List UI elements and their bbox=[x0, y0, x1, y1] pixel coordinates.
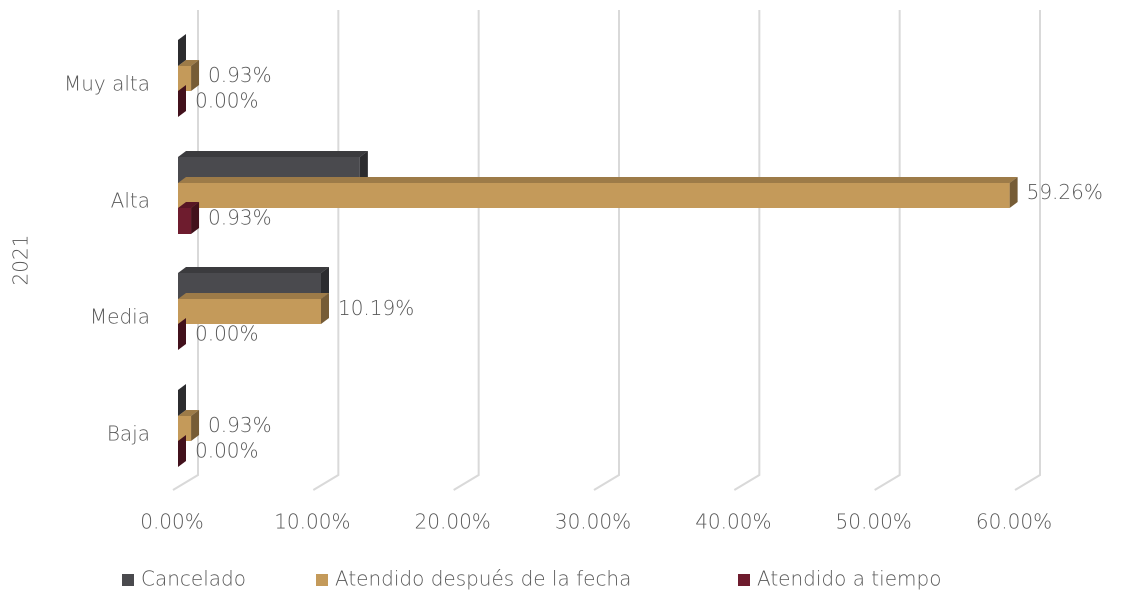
bar bbox=[178, 66, 192, 91]
category-label: Alta bbox=[111, 189, 150, 213]
bar-side bbox=[178, 435, 186, 467]
data-label: 0.93% bbox=[208, 206, 272, 230]
x-tick-label: 0.00% bbox=[140, 510, 204, 534]
data-label: 0.00% bbox=[195, 322, 259, 346]
legend-swatch bbox=[122, 574, 134, 586]
bar-side bbox=[320, 293, 329, 324]
category-label: Media bbox=[90, 305, 150, 329]
bar-top bbox=[178, 60, 200, 66]
x-tick-label: 50.00% bbox=[836, 510, 912, 534]
data-label: 0.00% bbox=[195, 439, 259, 463]
data-label: 0.93% bbox=[208, 63, 272, 87]
bar-top bbox=[178, 202, 200, 208]
bar-top bbox=[178, 410, 200, 416]
legend-label: Atendido después de la fecha bbox=[335, 567, 631, 591]
bar-side bbox=[191, 410, 200, 441]
bar-top bbox=[178, 267, 329, 273]
legend-label: Atendido a tiempo bbox=[757, 567, 941, 591]
legend-label: Cancelado bbox=[141, 567, 246, 591]
legend-swatch bbox=[738, 574, 750, 586]
grid-line bbox=[453, 10, 480, 491]
data-label: 10.19% bbox=[338, 296, 414, 320]
bar-side bbox=[320, 267, 329, 299]
category-label: Baja bbox=[107, 422, 150, 446]
category-label: Muy alta bbox=[64, 72, 150, 96]
data-label: 59.26% bbox=[1027, 180, 1103, 204]
bar bbox=[178, 299, 321, 324]
bar-side bbox=[1009, 177, 1018, 208]
x-tick-label: 40.00% bbox=[695, 510, 771, 534]
data-label: 0.93% bbox=[208, 413, 272, 437]
grid-line bbox=[593, 10, 620, 491]
bar bbox=[178, 416, 192, 441]
x-tick-label: 20.00% bbox=[415, 510, 491, 534]
bar-side bbox=[178, 85, 186, 117]
x-tick-label: 30.00% bbox=[555, 510, 631, 534]
grid-line bbox=[733, 10, 761, 491]
x-tick-label: 60.00% bbox=[976, 510, 1052, 534]
bar-side bbox=[178, 34, 186, 66]
bar-top bbox=[178, 293, 329, 299]
legend-swatch bbox=[316, 574, 328, 586]
grid-line bbox=[874, 10, 901, 491]
bar-side bbox=[191, 60, 200, 91]
y-axis-label: 2021 bbox=[9, 235, 33, 286]
data-label: 0.00% bbox=[195, 89, 259, 113]
bar-top bbox=[178, 151, 368, 157]
bar-side bbox=[359, 151, 368, 183]
grid-line bbox=[312, 10, 340, 491]
bar bbox=[178, 208, 192, 234]
bar-side bbox=[178, 384, 186, 416]
bar-top bbox=[178, 177, 1018, 183]
x-tick-label: 10.00% bbox=[274, 510, 350, 534]
bar bbox=[178, 183, 1010, 208]
bar-side bbox=[178, 318, 186, 350]
grid-line bbox=[1014, 10, 1041, 491]
bar-side bbox=[191, 202, 200, 234]
